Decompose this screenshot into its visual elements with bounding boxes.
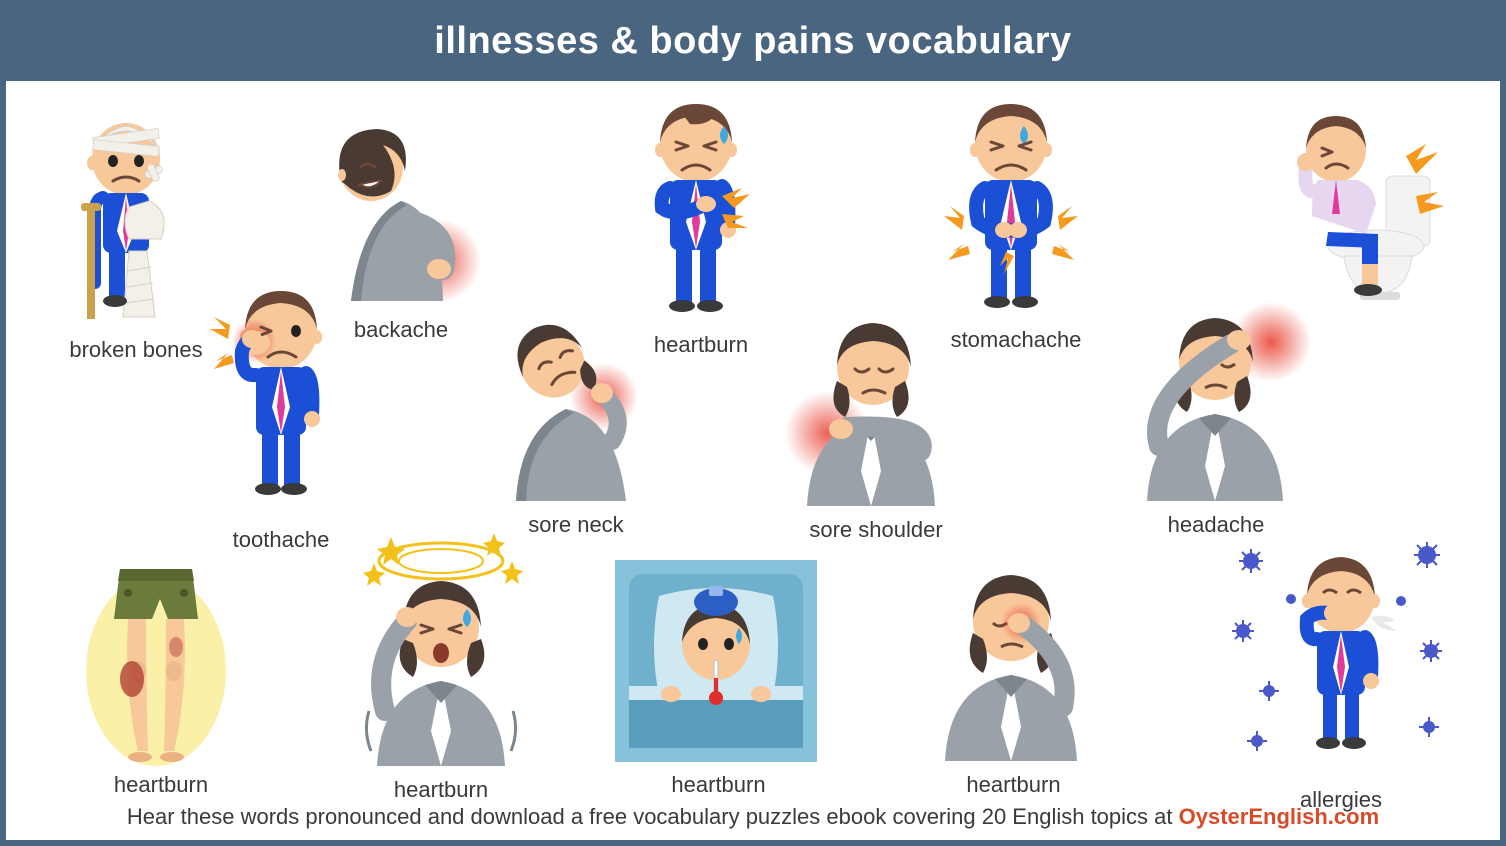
item-bruise-legs: heartburn	[76, 551, 246, 798]
item-sore-neck: sore neck	[486, 301, 666, 538]
label-bruise-legs: heartburn	[76, 772, 246, 798]
bruise-legs-icon	[76, 551, 246, 766]
item-allergies: allergies	[1231, 531, 1451, 813]
header-bar: illnesses & body pains vocabulary	[6, 6, 1500, 81]
item-dizzy: heartburn	[341, 531, 541, 803]
allergies-icon	[1231, 531, 1451, 781]
toothache-icon	[196, 281, 366, 521]
fever-icon	[611, 556, 826, 766]
stomachache-icon	[916, 96, 1116, 321]
footer-text: Hear these words pronounced and download…	[127, 804, 1179, 829]
footer: Hear these words pronounced and download…	[6, 804, 1500, 830]
label-sore-shoulder: sore shoulder	[781, 517, 971, 543]
item-headache: headache	[1121, 296, 1311, 538]
item-constipation	[1266, 106, 1466, 312]
heartburn-icon	[616, 96, 786, 326]
constipation-icon	[1266, 106, 1466, 306]
sore-neck-icon	[486, 301, 666, 506]
item-toothache: toothache	[196, 281, 366, 553]
footer-brand: OysterEnglish.com	[1179, 804, 1380, 829]
infographic-canvas: broken bones	[6, 81, 1500, 787]
sore-shoulder-icon	[781, 301, 971, 511]
header-title: illnesses & body pains vocabulary	[434, 20, 1071, 62]
label-fever: heartburn	[611, 772, 826, 798]
headache-icon	[1121, 296, 1311, 506]
dizzy-icon	[341, 531, 541, 771]
label-dizzy: heartburn	[341, 777, 541, 803]
item-eyestrain: heartburn	[921, 551, 1106, 798]
label-eyestrain: heartburn	[921, 772, 1106, 798]
eyestrain-icon	[921, 551, 1106, 766]
item-fever: heartburn	[611, 556, 826, 798]
item-sore-shoulder: sore shoulder	[781, 301, 971, 543]
infographic-frame: illnesses & body pains vocabulary	[0, 0, 1506, 846]
